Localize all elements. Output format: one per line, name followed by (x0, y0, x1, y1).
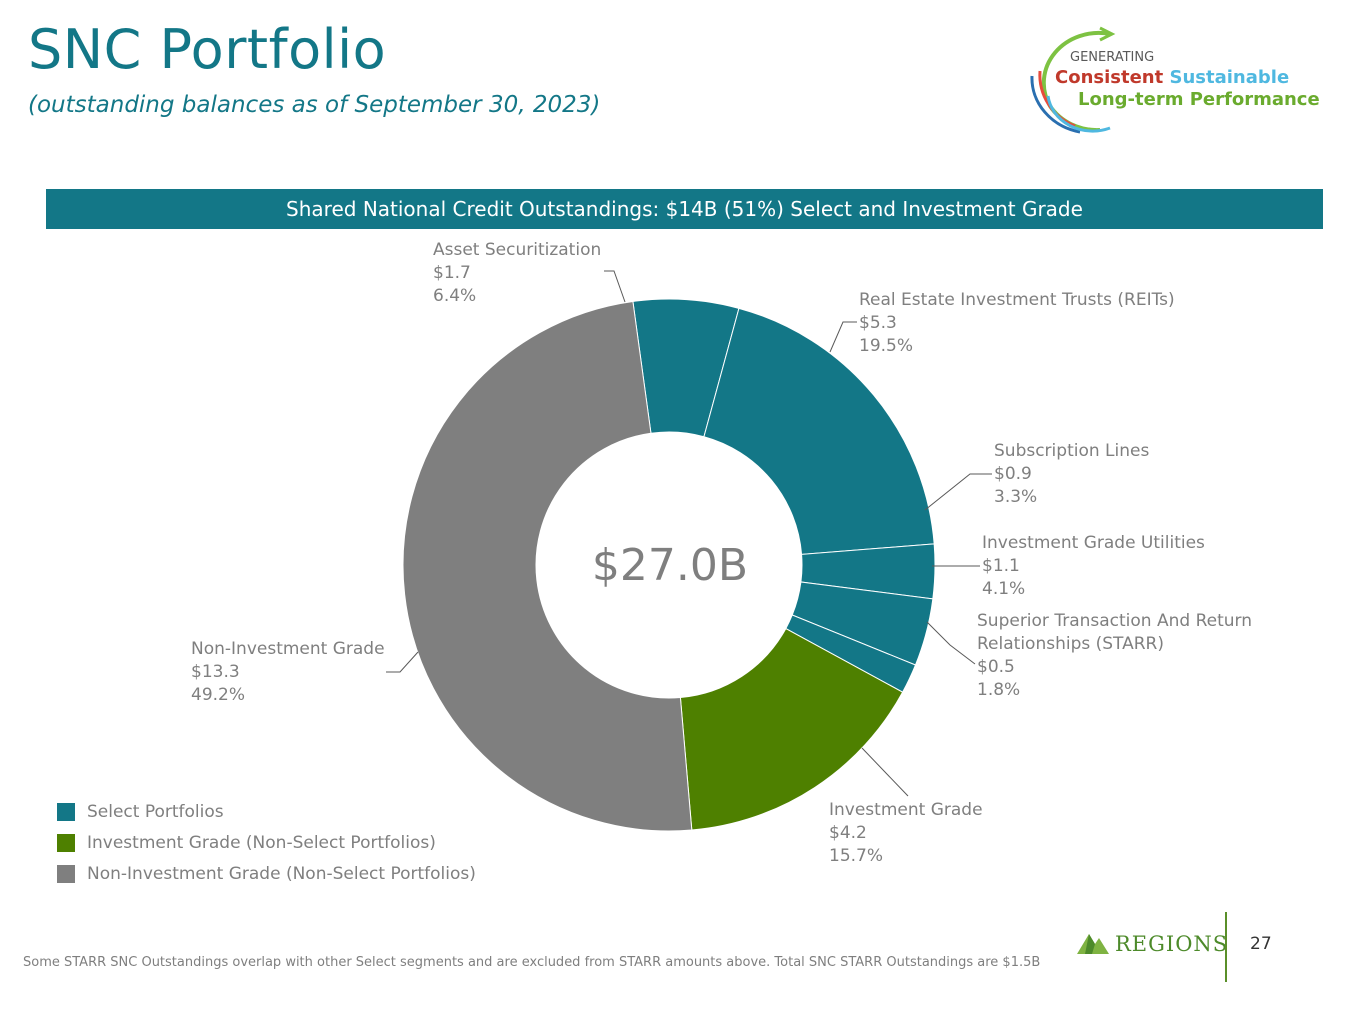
footnote: Some STARR SNC Outstandings overlap with… (23, 955, 1041, 970)
logo-line-1: Consistent Sustainable (1055, 67, 1289, 88)
slice-name: Asset Securitization (433, 240, 602, 260)
slice-label-starr: Superior Transaction And Return Relation… (977, 610, 1252, 702)
slice-label-subscription-lines: Subscription Lines $0.9 3.3% (994, 440, 1149, 509)
leader-line-starr (926, 621, 976, 665)
regions-brand: REGIONS (1075, 928, 1229, 962)
slice-value: $0.9 (994, 464, 1032, 484)
slice-value: $1.1 (982, 556, 1020, 576)
slice-value: $5.3 (859, 313, 897, 333)
legend-swatch (57, 864, 75, 883)
slice-percent: 4.1% (982, 579, 1026, 599)
slice-value: $1.7 (433, 263, 471, 283)
regions-pyramid-icon (1077, 934, 1109, 954)
footer-divider (1225, 912, 1227, 982)
slice-percent: 6.4% (433, 286, 477, 306)
leader-line-subscription-lines (924, 473, 992, 511)
slice-percent: 49.2% (191, 685, 246, 705)
legend-swatch (57, 833, 75, 852)
legend-swatch (57, 802, 75, 821)
slice-percent: 1.8% (977, 680, 1021, 700)
logo-line-2: Long-term Performance (1078, 89, 1320, 110)
legend-label: Select Portfolios (87, 801, 224, 822)
leader-line-non-investment-grade (386, 651, 419, 673)
slice-label-asset-securitization: Asset Securitization $1.7 6.4% (433, 239, 601, 308)
slice-percent: 15.7% (829, 846, 884, 866)
logo-arrows-icon (1030, 26, 1116, 134)
legend-label: Investment Grade (Non-Select Portfolios) (87, 832, 436, 853)
slice-name: Investment Grade (829, 800, 983, 820)
chart-legend: Select Portfolios Investment Grade (Non-… (57, 796, 476, 889)
slice-percent: 19.5% (859, 336, 914, 356)
slice-value: $0.5 (977, 657, 1015, 677)
generating-performance-logo: GENERATING Consistent Sustainable Long-t… (1020, 26, 1320, 134)
slice-value: $4.2 (829, 823, 867, 843)
leader-line-investment-grade (861, 747, 909, 797)
slice-name-line2: Relationships (STARR) (977, 634, 1164, 654)
legend-item-select: Select Portfolios (57, 796, 476, 827)
slice-percent: 3.3% (994, 487, 1038, 507)
leader-line-asset-securitization (604, 270, 626, 303)
slice-label-investment-grade: Investment Grade $4.2 15.7% (829, 799, 983, 868)
slice-label-reits: Real Estate Investment Trusts (REITs) $5… (859, 289, 1175, 358)
legend-item-investment-grade: Investment Grade (Non-Select Portfolios) (57, 827, 476, 858)
logo-sustainable-text: Sustainable (1169, 67, 1290, 88)
slice-name: Real Estate Investment Trusts (REITs) (859, 290, 1175, 310)
page-subtitle: (outstanding balances as of September 30… (28, 92, 601, 118)
leader-line-reits (829, 321, 857, 353)
slice-name: Investment Grade Utilities (982, 533, 1205, 553)
legend-label: Non-Investment Grade (Non-Select Portfol… (87, 863, 476, 884)
donut-slice-reits (703, 307, 935, 555)
slice-name: Non-Investment Grade (191, 639, 385, 659)
logo-consistent-text: Consistent (1055, 67, 1164, 88)
legend-item-non-investment-grade: Non-Investment Grade (Non-Select Portfol… (57, 858, 476, 889)
slice-name: Subscription Lines (994, 441, 1150, 461)
logo-generating-text: GENERATING (1070, 50, 1155, 65)
donut-slice-investment-grade (679, 627, 904, 831)
slice-value: $13.3 (191, 662, 240, 682)
slice-name: Superior Transaction And Return (977, 611, 1252, 631)
page-title: SNC Portfolio (28, 18, 387, 81)
summary-banner: Shared National Credit Outstandings: $14… (46, 189, 1323, 229)
regions-wordmark: REGIONS (1115, 932, 1229, 956)
donut-slice-non-investment-grade (402, 300, 693, 832)
page-number: 27 (1250, 934, 1272, 954)
donut-center-total: $27.0B (591, 540, 749, 591)
slice-label-non-investment-grade: Non-Investment Grade $13.3 49.2% (191, 638, 385, 707)
slice-label-ig-utilities: Investment Grade Utilities $1.1 4.1% (982, 532, 1205, 601)
